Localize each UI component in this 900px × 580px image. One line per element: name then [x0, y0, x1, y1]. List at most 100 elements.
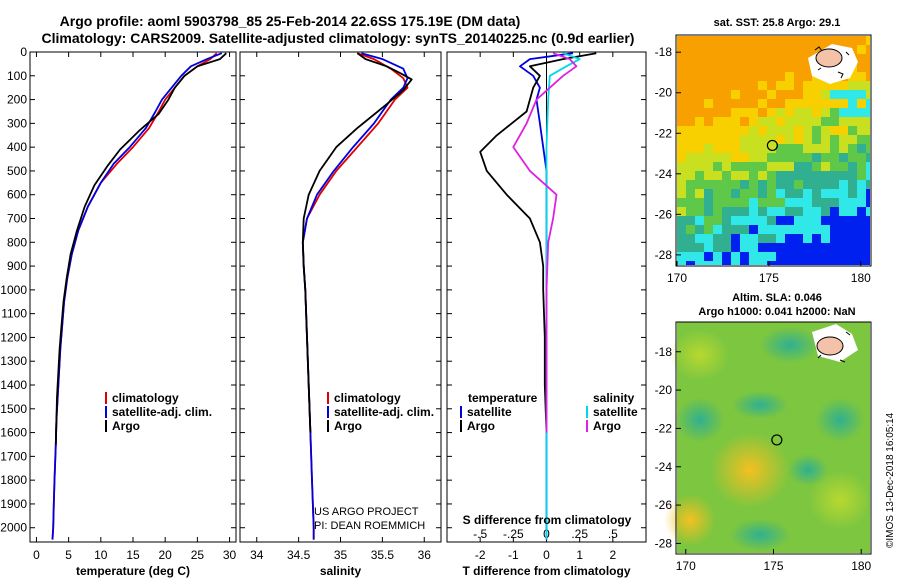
sst-cell	[776, 198, 785, 207]
sst-cell	[695, 234, 704, 243]
sst-cell	[812, 153, 821, 162]
sst-cell	[686, 36, 695, 45]
sst-cell	[803, 171, 812, 180]
sst-cell	[821, 36, 830, 45]
sst-cell	[722, 45, 731, 54]
sst-cell	[740, 252, 749, 261]
sst-cell	[704, 198, 713, 207]
sst-cell	[803, 117, 812, 126]
difference-legend: temperature satellite Argo salinity sate…	[460, 391, 638, 527]
sst-cell	[857, 225, 866, 234]
sla-anomaly-teal	[816, 398, 864, 442]
sst-cell	[821, 234, 830, 243]
sst-cell	[677, 144, 686, 153]
sst-cell	[803, 207, 812, 216]
sst-cell	[830, 243, 839, 252]
sst-cell	[695, 243, 704, 252]
sst-cell	[695, 81, 704, 90]
sst-cell	[677, 171, 686, 180]
sst-cell	[776, 135, 785, 144]
sst-cell	[767, 153, 776, 162]
sst-cell	[731, 162, 740, 171]
sla-anomaly-teal	[730, 519, 790, 551]
sst-cell	[794, 63, 803, 72]
sst-cell	[848, 180, 857, 189]
sst-cell	[677, 63, 686, 72]
sst-cell	[839, 243, 848, 252]
sst-cell	[839, 171, 848, 180]
sst-cell	[677, 126, 686, 135]
y-tick-label: 1400	[0, 378, 27, 392]
sst-cell	[686, 144, 695, 153]
sst-cell	[830, 189, 839, 198]
sst-cell	[740, 189, 749, 198]
sst-cell	[713, 198, 722, 207]
sst-cell	[803, 108, 812, 117]
sst-cell	[812, 216, 821, 225]
sst-cell	[821, 153, 830, 162]
sst-cell	[803, 90, 812, 99]
x2-tick-label: -.5	[473, 527, 487, 541]
sst-cell	[686, 126, 695, 135]
legend-climatology: climatology	[334, 391, 401, 405]
x2-tick-label: .5	[608, 527, 618, 541]
sst-cell	[713, 36, 722, 45]
sst-cell	[749, 171, 758, 180]
sst-cell	[722, 261, 731, 265]
sst-cell	[839, 252, 848, 261]
salinity-panel: 34 34.5 35 35.5 36 salinity	[239, 51, 442, 578]
sst-cell	[848, 243, 857, 252]
sst-cell	[695, 135, 704, 144]
sst-cell	[740, 171, 749, 180]
sst-cell	[767, 144, 776, 153]
y-tick-label: 1900	[0, 497, 27, 511]
island-shape	[815, 48, 843, 68]
sst-cell	[857, 54, 866, 63]
sst-cell	[740, 90, 749, 99]
sst-cell	[758, 117, 767, 126]
sst-cell	[740, 144, 749, 153]
sst-cell	[758, 216, 767, 225]
sst-cell	[830, 153, 839, 162]
sst-cell	[731, 54, 740, 63]
sst-cell	[794, 135, 803, 144]
sst-cell	[785, 144, 794, 153]
sst-cell	[731, 144, 740, 153]
sst-cell	[794, 72, 803, 81]
legend-s-argo: Argo	[593, 419, 621, 433]
island-shape	[816, 336, 844, 356]
sst-cell	[767, 243, 776, 252]
sst-cell	[857, 108, 866, 117]
sst-cell	[830, 81, 839, 90]
sst-cell	[722, 72, 731, 81]
sst-cell	[812, 198, 821, 207]
sst-cell	[713, 108, 722, 117]
sst-cell	[713, 126, 722, 135]
sst-cell	[758, 171, 767, 180]
sst-cell	[839, 153, 848, 162]
sst-cell	[839, 135, 848, 144]
sst-cell	[731, 225, 740, 234]
sst-cell	[758, 234, 767, 243]
y-tick-label: -22	[655, 126, 673, 140]
sst-cell	[821, 171, 830, 180]
sla-map-title-2: Argo h1000: 0.041 h2000: NaN	[698, 306, 855, 318]
sst-cell	[740, 225, 749, 234]
sst-cell	[857, 36, 866, 45]
sst-cell	[713, 117, 722, 126]
sst-cell	[695, 180, 704, 189]
y-tick-label: -24	[655, 167, 673, 181]
sst-cell	[785, 135, 794, 144]
sst-cell	[686, 108, 695, 117]
sst-cell	[776, 189, 785, 198]
sst-cell	[866, 108, 870, 117]
sst-cell	[803, 81, 812, 90]
x-axis-label: temperature (deg C)	[76, 564, 190, 578]
sst-cell	[785, 234, 794, 243]
sst-cell	[785, 72, 794, 81]
sst-cell	[704, 81, 713, 90]
sst-cell	[776, 243, 785, 252]
sst-cell	[830, 207, 839, 216]
sst-cell	[830, 162, 839, 171]
sst-cell	[695, 144, 704, 153]
